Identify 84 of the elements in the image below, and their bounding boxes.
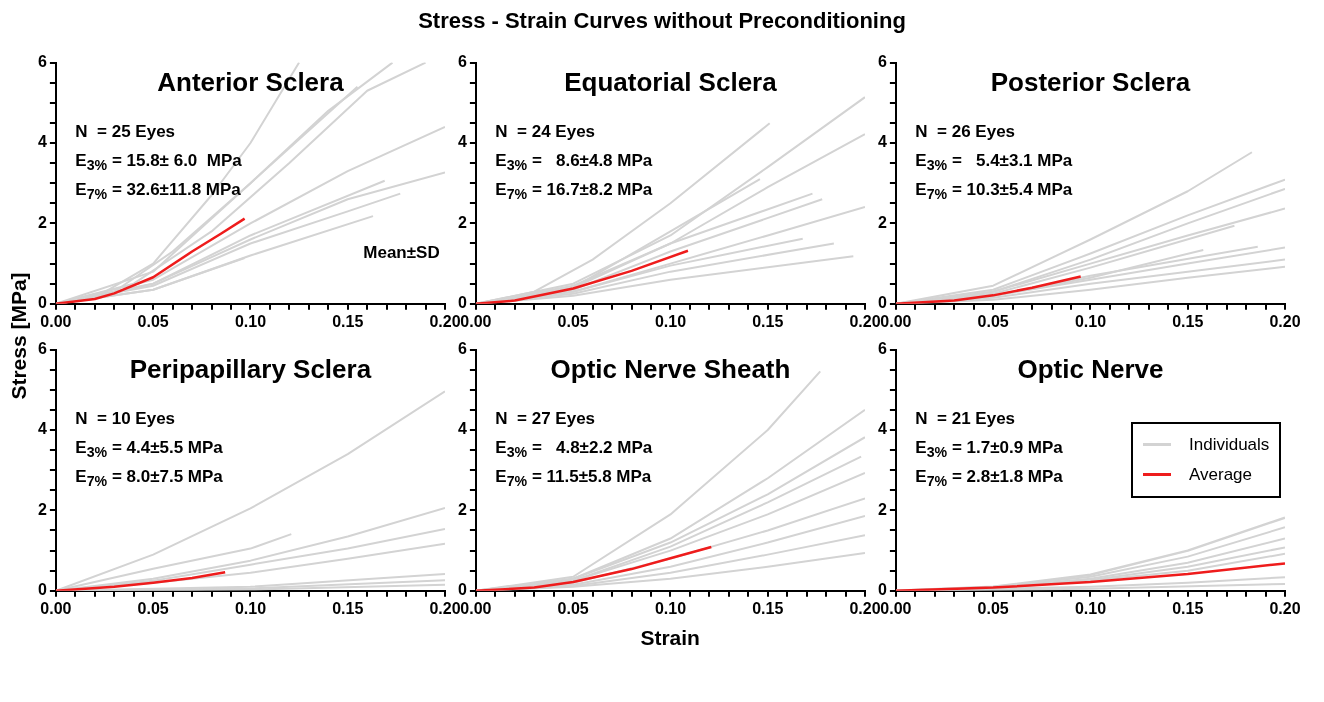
legend-label: Individuals [1189, 434, 1270, 455]
y-tick-label: 0 [457, 581, 467, 599]
y-tick-label: 2 [37, 500, 47, 518]
y-tick-label: 2 [877, 213, 887, 231]
annotation: E$_{3%}$ = 5.4±3.1 MPa [915, 150, 1073, 174]
x-tick-label: 0.05 [557, 312, 589, 330]
y-tick-label: 0 [37, 294, 47, 312]
x-tick-label: 0.10 [1074, 312, 1107, 330]
y-tick-label: 0 [877, 581, 887, 599]
annotation: E$_{7%}$ = 32.6±11.8 MPa [75, 179, 241, 203]
chart-title: Peripapillary Sclera [129, 353, 372, 384]
x-tick-label: 0.15 [752, 312, 784, 330]
y-tick-label: 0 [457, 294, 467, 312]
y-axis-title: Stress [MPa] [6, 272, 31, 400]
chart-title: Optic Nerve [1017, 353, 1164, 384]
y-tick-label: 4 [37, 133, 47, 151]
x-tick-label: 0.00 [460, 312, 492, 330]
y-tick-label: 2 [37, 213, 47, 231]
chart-title: Equatorial Sclera [564, 66, 778, 97]
y-tick-label: 2 [877, 500, 887, 518]
x-tick-label: 0.20 [849, 599, 881, 617]
x-tick-label: 0.15 [332, 312, 364, 330]
x-tick-label: 0.05 [137, 312, 169, 330]
y-tick-label: 6 [457, 340, 467, 358]
y-tick-label: 6 [37, 53, 47, 71]
y-tick-label: 4 [877, 420, 887, 438]
annotation: E$_{3%}$ = 1.7±0.9 MPa [915, 437, 1063, 461]
y-tick-label: 2 [457, 500, 467, 518]
annotation: Mean±SD [363, 242, 440, 262]
y-tick-label: 4 [457, 420, 467, 438]
x-tick-label: 0.20 [429, 312, 461, 330]
x-tick-label: 0.15 [1172, 312, 1204, 330]
x-tick-label: 0.00 [40, 599, 72, 617]
y-tick-label: 6 [877, 53, 887, 71]
chart-title: Posterior Sclera [990, 66, 1191, 97]
annotation: E$_{3%}$ = 4.8±2.2 MPa [495, 437, 653, 461]
y-tick-label: 4 [877, 133, 887, 151]
x-tick-label: 0.10 [654, 599, 687, 617]
y-tick-label: 6 [457, 53, 467, 71]
x-tick-label: 0.20 [1269, 312, 1301, 330]
x-tick-label: 0.15 [332, 599, 364, 617]
x-tick-label: 0.00 [880, 599, 912, 617]
x-tick-label: 0.05 [557, 599, 589, 617]
annotation: E$_{7%}$ = 8.0±7.5 MPa [75, 466, 223, 490]
annotation: E$_{3%}$ = 4.4±5.5 MPa [75, 437, 223, 461]
x-axis-title: Strain [640, 626, 700, 650]
x-tick-label: 0.20 [1269, 599, 1301, 617]
annotation: N = 26 Eyes [915, 121, 1016, 141]
x-tick-label: 0.05 [137, 599, 169, 617]
x-tick-label: 0.10 [234, 599, 267, 617]
chart-title: Optic Nerve Sheath [550, 353, 791, 384]
x-tick-label: 0.20 [429, 599, 461, 617]
y-tick-label: 0 [37, 581, 47, 599]
annotation: E$_{3%}$ = 8.6±4.8 MPa [495, 150, 653, 174]
annotation: E$_{7%}$ = 16.7±8.2 MPa [495, 179, 653, 203]
x-tick-label: 0.20 [849, 312, 881, 330]
x-tick-label: 0.05 [977, 599, 1009, 617]
x-tick-label: 0.00 [460, 599, 492, 617]
y-tick-label: 6 [37, 340, 47, 358]
annotation: N = 27 Eyes [495, 408, 596, 428]
annotation: N = 24 Eyes [495, 121, 596, 141]
x-tick-label: 0.00 [40, 312, 72, 330]
y-tick-label: 0 [877, 294, 887, 312]
annotation: E$_{3%}$ = 15.8± 6.0 MPa [75, 150, 242, 174]
legend-label: Average [1189, 464, 1253, 485]
x-tick-label: 0.10 [1074, 599, 1107, 617]
x-tick-label: 0.05 [977, 312, 1009, 330]
x-tick-label: 0.15 [1172, 599, 1204, 617]
y-tick-label: 4 [457, 133, 467, 151]
text: Stress - Strain Curves without Preconditioning [417, 8, 907, 33]
annotation: N = 10 Eyes [75, 408, 176, 428]
y-tick-label: 2 [457, 213, 467, 231]
y-tick-label: 4 [37, 420, 47, 438]
annotation: E$_{7%}$ = 11.5±5.8 MPa [495, 466, 652, 490]
annotation: N = 21 Eyes [915, 408, 1016, 428]
x-tick-label: 0.15 [752, 599, 784, 617]
chart-title: Anterior Sclera [157, 66, 345, 97]
x-tick-label: 0.00 [880, 312, 912, 330]
x-tick-label: 0.10 [234, 312, 267, 330]
annotation: E$_{7%}$ = 2.8±1.8 MPa [915, 466, 1063, 490]
y-tick-label: 6 [877, 340, 887, 358]
annotation: E$_{7%}$ = 10.3±5.4 MPa [915, 179, 1073, 203]
annotation: N = 25 Eyes [75, 121, 176, 141]
x-tick-label: 0.10 [654, 312, 687, 330]
